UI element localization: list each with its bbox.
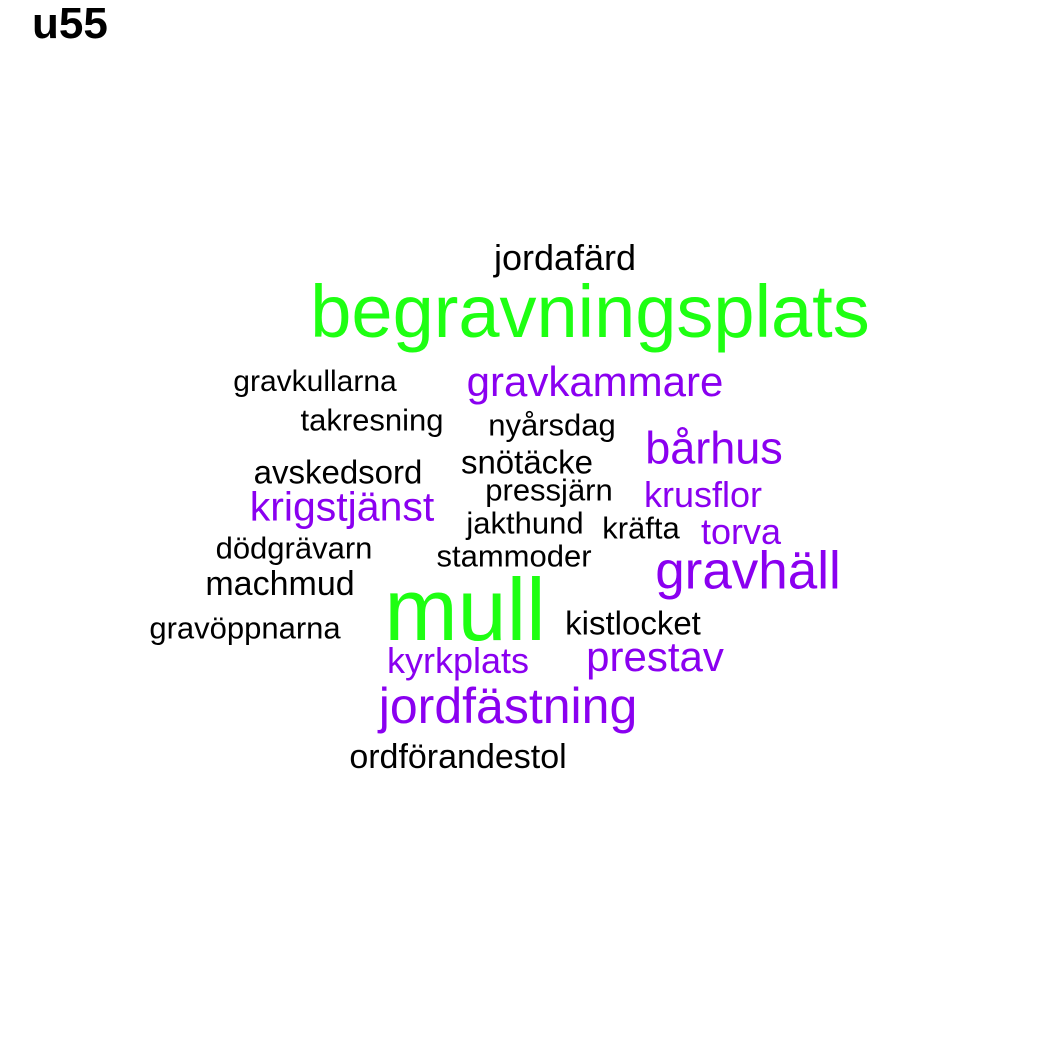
- word-cloud-word: torva: [700, 511, 782, 552]
- word-cloud-word: machmud: [205, 565, 355, 603]
- word-cloud-word: krigstjänst: [249, 483, 435, 530]
- word-cloud-word: avskedsord: [253, 453, 423, 491]
- word-cloud-word: dödgrävarn: [215, 530, 373, 566]
- word-cloud-word: takresning: [300, 402, 444, 438]
- page-title: u55: [32, 0, 108, 48]
- word-cloud-word: ordförandestol: [349, 738, 567, 776]
- word-cloud-word: jordafärd: [493, 237, 637, 278]
- word-cloud-word: stammoder: [436, 538, 592, 574]
- word-cloud-word: jordfästning: [378, 678, 638, 734]
- word-cloud-word: gravöppnarna: [149, 610, 341, 646]
- word-cloud-word: kistlocket: [565, 604, 701, 642]
- word-cloud-word: gravkullarna: [233, 365, 397, 398]
- word-cloud-word: nyårsdag: [488, 407, 616, 443]
- word-cloud-word: mull: [384, 560, 546, 659]
- word-cloud-word: krusflor: [643, 474, 763, 515]
- word-cloud-word: begravningsplats: [310, 270, 870, 353]
- word-cloud-word: bårhus: [645, 422, 783, 474]
- word-cloud-word: pressjärn: [485, 472, 613, 508]
- word-cloud-word: jakthund: [466, 505, 584, 541]
- word-cloud-word: prestav: [586, 633, 724, 680]
- word-cloud-word: gravkammare: [466, 358, 724, 405]
- word-cloud-word: snötäcke: [460, 443, 594, 481]
- word-cloud-word: kräfta: [602, 510, 680, 546]
- word-cloud-word: gravhäll: [655, 541, 841, 601]
- word-cloud-word: kyrkplats: [386, 640, 530, 681]
